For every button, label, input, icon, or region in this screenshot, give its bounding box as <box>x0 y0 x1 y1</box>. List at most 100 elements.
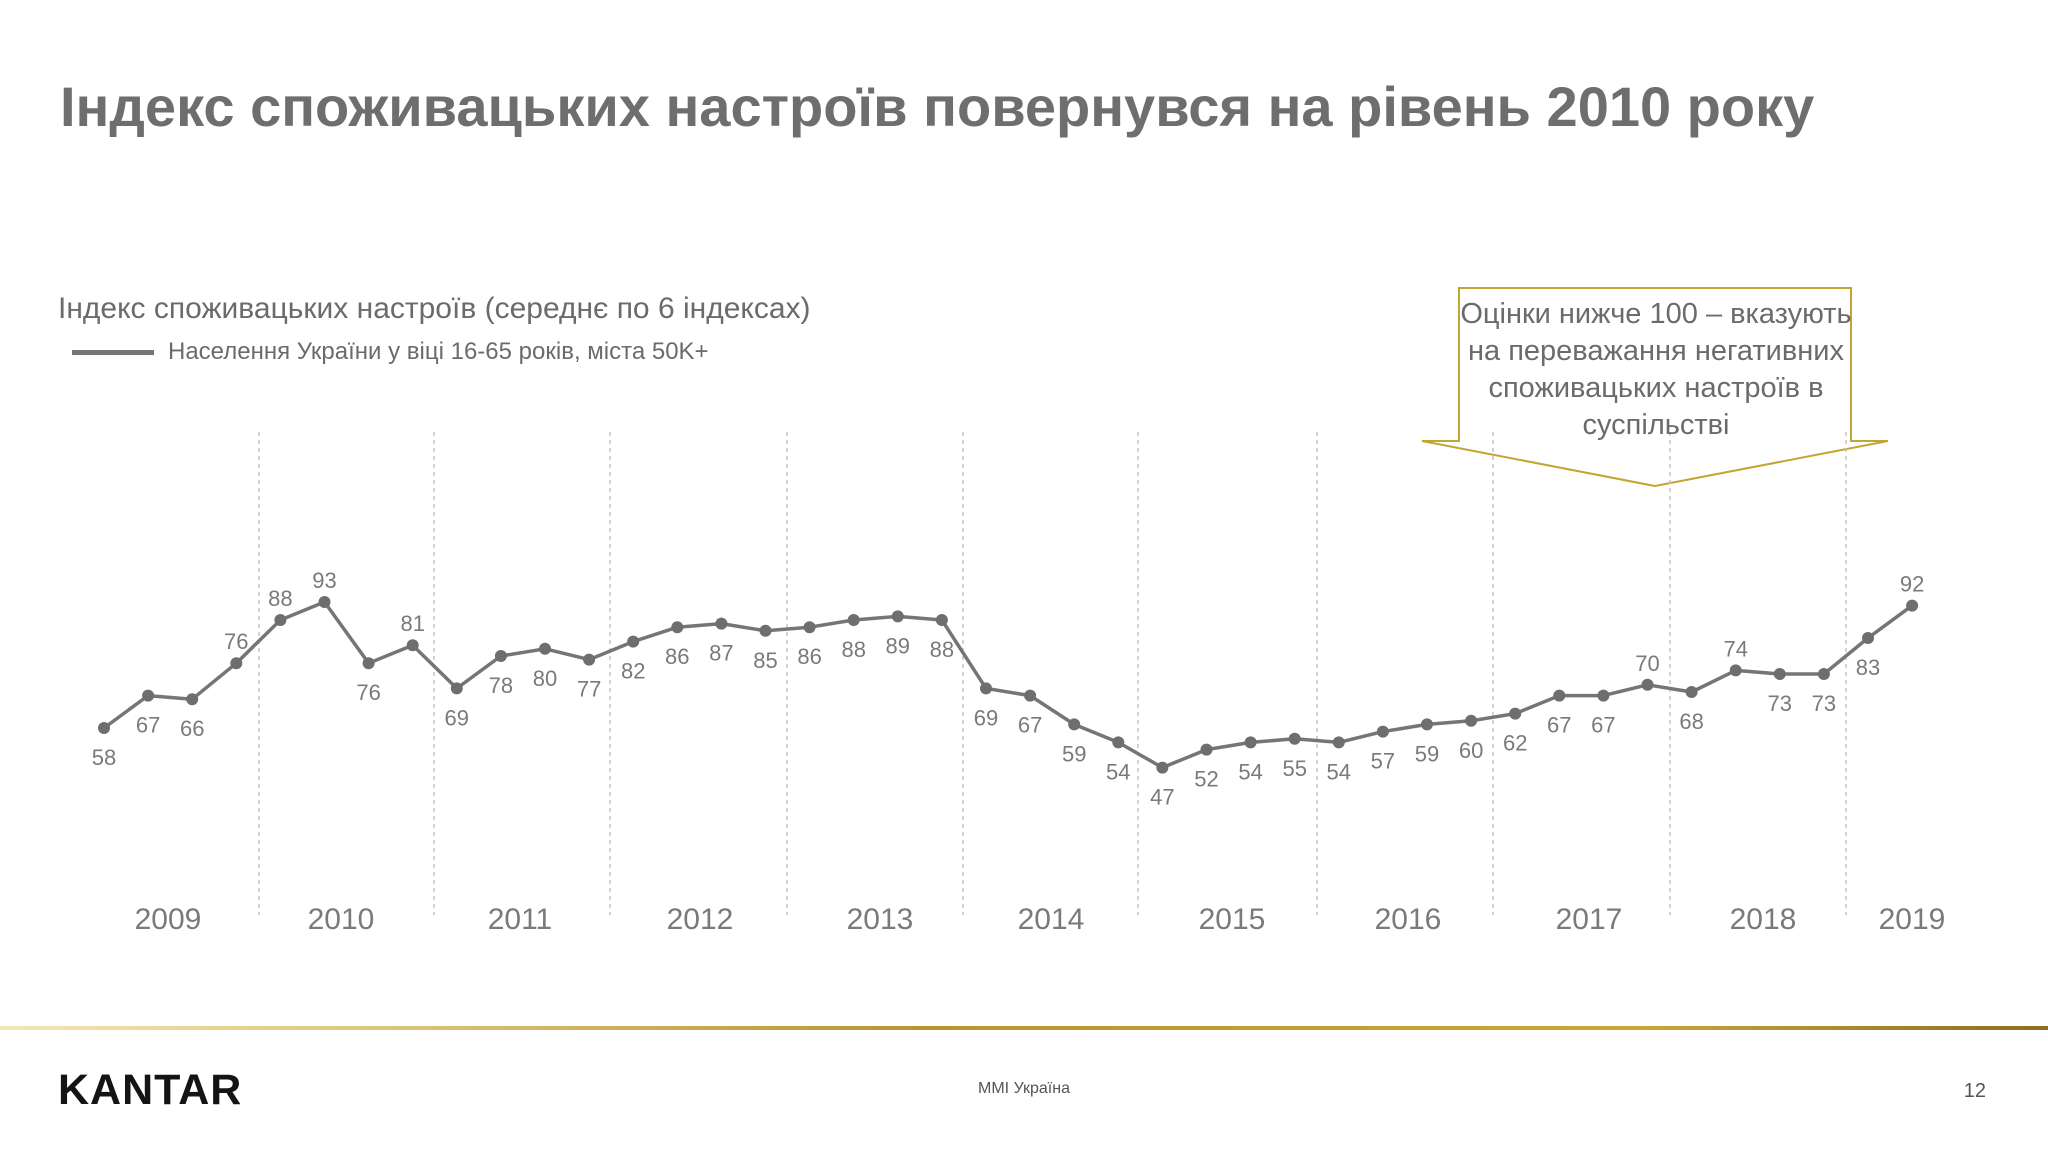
x-tick-label: 2019 <box>1879 903 1946 936</box>
data-point <box>715 617 728 630</box>
data-label: 67 <box>1547 713 1571 738</box>
data-point <box>274 614 287 626</box>
data-label: 70 <box>1635 651 1659 676</box>
legend-swatch <box>72 349 154 355</box>
data-label: 85 <box>753 648 777 673</box>
legend-label: Населення України у віці 16-65 років, мі… <box>168 338 709 365</box>
data-label: 73 <box>1768 691 1792 716</box>
data-label: 69 <box>445 705 469 730</box>
data-point <box>1729 664 1742 677</box>
data-label: 54 <box>1238 759 1262 784</box>
x-tick-label: 2012 <box>667 903 734 936</box>
callout-text: Оцінки нижче 100 – вказують на переважан… <box>1460 298 1852 441</box>
data-point <box>1817 668 1830 680</box>
x-tick-label: 2011 <box>488 903 553 936</box>
line-chart: 2009 2010 2011 2012 2013 2014 2015 2016 2017 2018… <box>92 287 1946 936</box>
footer-divider <box>0 1026 2048 1030</box>
data-label: 76 <box>224 629 248 654</box>
data-point <box>1685 686 1698 698</box>
data-label: 58 <box>92 745 116 770</box>
x-tick-label: 2013 <box>847 903 914 936</box>
data-label: 59 <box>1415 741 1439 766</box>
kantar-logo: KANTAR <box>58 1066 243 1114</box>
data-label: 68 <box>1679 709 1703 734</box>
x-tick-label: 2015 <box>1199 903 1266 936</box>
data-point <box>1376 725 1389 738</box>
data-label: 74 <box>1723 636 1747 661</box>
data-point <box>98 722 110 734</box>
data-label: 80 <box>533 666 557 691</box>
data-label: 83 <box>1856 655 1880 680</box>
data-label: 66 <box>180 716 204 741</box>
data-point <box>450 682 463 695</box>
chart-legend: Населення України у віці 16-65 років, мі… <box>72 338 709 366</box>
data-point <box>494 650 507 662</box>
data-label: 76 <box>356 680 380 705</box>
data-label: 67 <box>136 713 160 738</box>
data-point <box>1112 736 1125 749</box>
data-point <box>1862 632 1874 644</box>
data-point <box>847 614 860 626</box>
data-point <box>1024 689 1037 702</box>
data-point <box>1200 743 1213 756</box>
data-point <box>627 635 640 648</box>
data-label: 54 <box>1106 759 1130 784</box>
data-point <box>142 689 155 702</box>
data-label: 92 <box>1900 572 1924 597</box>
data-label: 78 <box>489 673 513 698</box>
data-point <box>1068 718 1081 731</box>
data-label: 47 <box>1150 785 1174 810</box>
data-label: 69 <box>974 705 998 730</box>
x-tick-label: 2010 <box>308 903 375 936</box>
data-label: 87 <box>709 641 733 666</box>
data-point <box>891 610 904 623</box>
data-point <box>1465 714 1478 727</box>
data-label: 57 <box>1371 749 1395 774</box>
x-tick-label: 2016 <box>1375 903 1442 936</box>
data-label: 67 <box>1018 713 1042 738</box>
data-point <box>935 614 948 626</box>
data-point <box>671 621 684 634</box>
data-point <box>1244 736 1257 749</box>
data-label: 73 <box>1812 691 1836 716</box>
data-point <box>1597 689 1610 702</box>
chart-title: Індекс споживацьких настроїв (середнє по… <box>58 292 811 325</box>
footer-source: MMI Україна <box>978 1080 1070 1097</box>
data-point <box>186 693 199 706</box>
x-tick-label: 2009 <box>135 903 202 936</box>
data-point <box>1421 718 1433 731</box>
data-point <box>759 624 772 637</box>
data-label: 62 <box>1503 731 1527 756</box>
data-point <box>318 596 331 608</box>
data-point <box>583 653 596 666</box>
x-tick-label: 2018 <box>1730 903 1797 936</box>
data-label: 88 <box>841 637 865 662</box>
data-point <box>406 639 419 652</box>
x-tick-label: 2017 <box>1556 903 1623 936</box>
data-point <box>1773 668 1786 680</box>
data-point <box>1288 732 1301 745</box>
data-point <box>1553 689 1566 702</box>
data-label: 60 <box>1459 738 1483 763</box>
data-label: 77 <box>577 677 601 702</box>
data-label: 82 <box>621 659 645 684</box>
data-point <box>1906 599 1919 612</box>
data-label: 55 <box>1282 756 1306 781</box>
page-title: Індекс споживацьких настроїв повернувся … <box>60 75 1815 138</box>
data-point <box>803 621 816 634</box>
data-point <box>1332 736 1345 749</box>
page-number: 12 <box>1963 1080 1986 1102</box>
data-point <box>230 657 243 670</box>
callout-box <box>1421 287 1889 488</box>
data-point <box>1509 707 1522 720</box>
data-point <box>362 657 375 670</box>
data-label: 86 <box>665 644 689 669</box>
series-line <box>102 600 1914 770</box>
data-label: 93 <box>312 568 336 593</box>
data-label: 81 <box>400 611 424 636</box>
x-tick-label: 2014 <box>1018 903 1085 936</box>
data-label: 59 <box>1062 741 1086 766</box>
data-label: 88 <box>268 586 292 611</box>
data-label: 67 <box>1591 713 1615 738</box>
data-label: 86 <box>797 644 821 669</box>
